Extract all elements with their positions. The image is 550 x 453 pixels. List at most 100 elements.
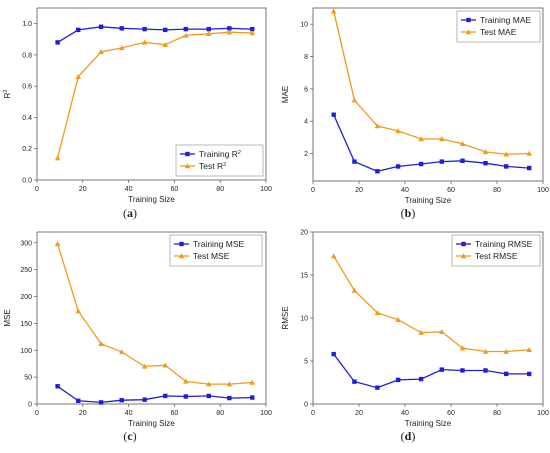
data-point-test [162, 41, 169, 47]
data-point-test [503, 348, 509, 354]
data-point-training [418, 161, 424, 167]
x-tick-label: 20 [355, 187, 363, 194]
data-point-training [418, 376, 424, 382]
data-point-training [142, 26, 147, 32]
x-tick-label: 60 [447, 410, 455, 417]
y-tick-label: 0.2 [22, 146, 32, 153]
y-tick-label: 200 [20, 294, 32, 301]
y-axis-label: RMSE [281, 306, 290, 329]
data-point-test [351, 97, 358, 103]
x-tick-label: 60 [171, 186, 179, 193]
chart-panel-4: 0 20 40 60 80 100 0 5 10 15 20 Training Size RMSE Tra… [281, 230, 549, 444]
legend-entry-test: Test R2 [199, 161, 226, 171]
x-tick-label: 60 [171, 410, 179, 417]
y-axis-label: R2 [3, 90, 12, 99]
legend-entry-test: Test MSE [193, 251, 230, 261]
data-point-test [183, 378, 189, 384]
data-point-test [439, 328, 445, 334]
data-point-training [250, 395, 255, 400]
series-line-test [56, 31, 253, 159]
y-axis-label-sup: 2 [3, 90, 9, 93]
data-point-test [439, 136, 445, 142]
panel-label: (a) [123, 206, 137, 220]
legend-entry-test: Test MAE [480, 27, 517, 37]
data-point-training [395, 164, 401, 169]
series-line-training [57, 26, 253, 43]
y-tick-label: 1.0 [22, 21, 32, 28]
data-point-test [351, 287, 358, 293]
data-point-test [75, 308, 82, 314]
data-point-training [527, 371, 532, 377]
data-point-test [54, 155, 61, 161]
data-point-training [183, 394, 189, 399]
legend-entry-training: Training MSE [193, 239, 245, 249]
data-point-training [460, 368, 465, 373]
y-tick-label: 0.4 [22, 115, 32, 122]
x-tick-label: 40 [125, 186, 133, 193]
chart-panel-3: 0 20 40 60 80 100 0 50 100 150 200 250 300 Training S… [3, 231, 272, 443]
x-tick-label: 0 [35, 186, 39, 193]
legend-box [169, 234, 263, 267]
panel-label: (b) [401, 206, 416, 220]
data-point-test [503, 151, 509, 157]
data-point-test [482, 348, 489, 354]
data-point-test [374, 123, 381, 129]
x-tick-label: 0 [311, 410, 315, 417]
data-point-test [395, 128, 401, 134]
data-point-training [395, 377, 401, 383]
x-tick-label: 20 [79, 410, 87, 417]
x-tick-label: 80 [493, 410, 501, 417]
legend-entry-training: Training MAE [480, 15, 532, 25]
chart-panel-1: 0 20 40 60 80 100 0.0 0.2 0.4 0.6 0.8 1.0 Training S… [3, 7, 272, 220]
data-point-test [205, 381, 212, 387]
data-point-test [205, 31, 212, 37]
x-tick-label: 0 [35, 410, 39, 417]
series-line-training [333, 353, 530, 389]
y-tick-label: 100 [20, 348, 32, 355]
data-point-training [55, 40, 60, 45]
data-point-test [141, 39, 148, 45]
y-tick-label: 300 [20, 240, 32, 247]
data-point-training [227, 395, 232, 401]
data-point-training [183, 26, 189, 32]
data-point-test [54, 241, 61, 247]
data-point-test [226, 381, 233, 387]
data-point-training [98, 400, 104, 405]
legend-entry-training: Training RMSE [475, 239, 533, 249]
y-tick-label: 8 [304, 54, 308, 61]
series-line-test [333, 11, 530, 155]
y-axis-label: MSE [3, 309, 12, 326]
series-line-test [333, 255, 530, 353]
x-axis-label: Training Size [128, 419, 175, 428]
data-point-test [395, 316, 401, 322]
legend: Training RMSE Test RMSE [451, 234, 541, 267]
data-point-training [331, 112, 336, 117]
data-point-training [142, 397, 147, 402]
y-tick-label: 2 [304, 151, 308, 158]
y-tick-label: 0.0 [22, 178, 32, 185]
data-point-training [119, 26, 124, 31]
data-point-test [330, 253, 337, 259]
y-tick-label: 0.6 [22, 84, 32, 91]
data-point-training [331, 351, 336, 357]
y-tick-label: 5 [304, 359, 308, 366]
data-point-training [375, 385, 380, 390]
data-point-test [118, 349, 125, 355]
data-point-training [119, 398, 124, 403]
x-tick-label: 40 [401, 410, 409, 417]
x-tick-label: 40 [125, 410, 133, 417]
data-point-test [374, 310, 381, 316]
data-point-test [98, 341, 104, 347]
legend-marker-training [461, 241, 466, 247]
data-point-test [249, 379, 256, 385]
data-point-test [226, 29, 233, 35]
legend-marker-training [179, 241, 184, 247]
x-tick-label: 60 [447, 187, 455, 194]
data-point-training [460, 158, 465, 163]
x-tick-label: 100 [260, 186, 272, 193]
x-tick-label: 100 [260, 410, 272, 417]
x-tick-label: 100 [537, 410, 549, 417]
y-tick-label: 250 [20, 267, 32, 274]
legend-entry-sup: 2 [223, 162, 226, 168]
x-tick-label: 40 [401, 187, 409, 194]
